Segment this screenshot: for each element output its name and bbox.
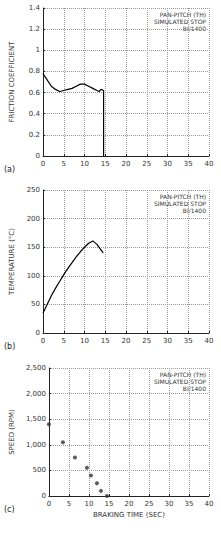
svg-text:(b): (b) — [4, 342, 15, 351]
svg-text:SPEED (RPM): SPEED (RPM) — [8, 409, 16, 455]
svg-text:40: 40 — [205, 337, 214, 345]
svg-text:10: 10 — [80, 160, 89, 168]
svg-text:150: 150 — [27, 243, 40, 251]
svg-text:40: 40 — [205, 500, 214, 508]
svg-text:250: 250 — [27, 186, 40, 194]
svg-text:30: 30 — [163, 160, 172, 168]
svg-text:0.6: 0.6 — [29, 89, 41, 97]
svg-text:SIMULATED STOP: SIMULATED STOP — [154, 378, 206, 385]
svg-text:BI/1400: BI/1400 — [183, 25, 206, 32]
svg-text:0: 0 — [41, 337, 45, 345]
svg-text:1: 1 — [36, 46, 40, 54]
svg-text:2,000: 2,000 — [26, 390, 46, 398]
svg-text:BI/1400: BI/1400 — [183, 207, 206, 214]
svg-text:0.2: 0.2 — [29, 131, 40, 139]
svg-text:35: 35 — [184, 337, 193, 345]
svg-text:SIMULATED STOP: SIMULATED STOP — [154, 200, 206, 207]
svg-text:5: 5 — [67, 500, 71, 508]
svg-text:15: 15 — [105, 500, 114, 508]
svg-text:200: 200 — [27, 215, 40, 223]
svg-text:20: 20 — [125, 500, 134, 508]
svg-text:30: 30 — [163, 337, 172, 345]
svg-text:PAN-PITCH (TH): PAN-PITCH (TH) — [160, 193, 206, 200]
svg-text:BRAKING TIME (SEC): BRAKING TIME (SEC) — [93, 511, 165, 519]
svg-text:1,500: 1,500 — [26, 415, 46, 423]
svg-text:5: 5 — [62, 337, 66, 345]
svg-text:2,500: 2,500 — [26, 364, 46, 372]
svg-text:(c): (c) — [4, 505, 15, 514]
svg-text:5: 5 — [62, 160, 66, 168]
svg-text:SIMULATED STOP: SIMULATED STOP — [154, 18, 206, 25]
svg-text:40: 40 — [205, 160, 214, 168]
svg-text:25: 25 — [145, 500, 154, 508]
svg-text:20: 20 — [122, 160, 131, 168]
svg-text:500: 500 — [33, 466, 46, 474]
svg-text:15: 15 — [101, 337, 110, 345]
svg-text:0: 0 — [47, 500, 51, 508]
svg-text:0: 0 — [41, 492, 45, 500]
svg-text:1.2: 1.2 — [29, 25, 40, 33]
svg-text:25: 25 — [142, 337, 151, 345]
svg-text:0: 0 — [36, 152, 40, 160]
svg-text:0.4: 0.4 — [29, 110, 41, 118]
svg-text:35: 35 — [184, 160, 193, 168]
svg-text:20: 20 — [122, 337, 131, 345]
svg-text:0.8: 0.8 — [29, 67, 40, 75]
svg-text:TEMPERATURE (°C): TEMPERATURE (°C) — [8, 228, 16, 296]
svg-text:PAN-PITCH (TH): PAN-PITCH (TH) — [160, 371, 206, 378]
svg-text:1,000: 1,000 — [26, 441, 46, 449]
svg-text:15: 15 — [101, 160, 110, 168]
svg-text:1.4: 1.4 — [29, 4, 41, 12]
svg-text:35: 35 — [185, 500, 194, 508]
svg-text:10: 10 — [84, 500, 93, 508]
svg-text:25: 25 — [142, 160, 151, 168]
svg-text:(a): (a) — [4, 165, 15, 174]
svg-text:30: 30 — [165, 500, 174, 508]
svg-text:BI/1400: BI/1400 — [183, 385, 206, 392]
svg-text:10: 10 — [80, 337, 89, 345]
svg-text:0: 0 — [41, 160, 45, 168]
svg-text:0: 0 — [36, 329, 40, 337]
svg-text:50: 50 — [31, 300, 40, 308]
svg-text:PAN-PITCH (TH): PAN-PITCH (TH) — [160, 11, 206, 18]
svg-text:FRICTION COEFFICIENT: FRICTION COEFFICIENT — [8, 41, 16, 123]
svg-text:100: 100 — [27, 272, 40, 280]
